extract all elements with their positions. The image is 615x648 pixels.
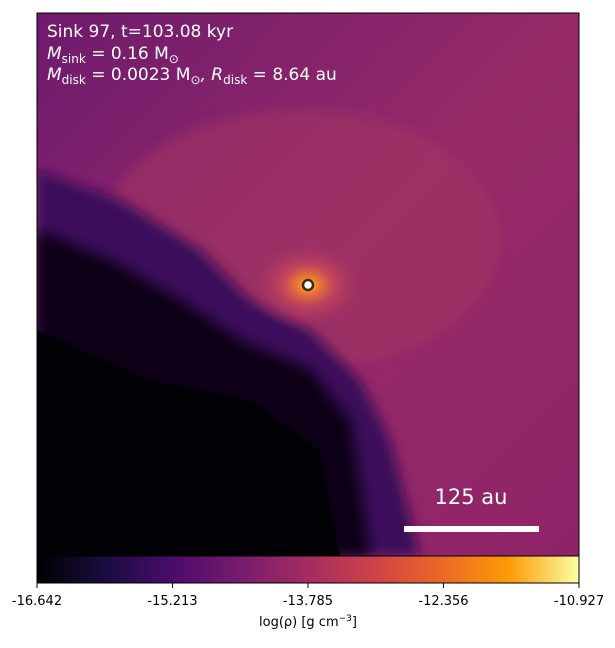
annotation: = 8.64 au xyxy=(247,65,337,85)
annotation: Sink 97, t=103.08 kyr xyxy=(47,22,233,42)
colorbar-label: log(ρ) [g cm−3] xyxy=(259,614,357,630)
annotation: = 0.0023 M xyxy=(86,65,191,85)
annotation: Msink = 0.16 M⊙ xyxy=(47,44,179,66)
annotation: M xyxy=(47,44,62,64)
annotation: disk xyxy=(223,73,247,87)
annotation: sink xyxy=(62,52,86,66)
annotation: ⊙ xyxy=(169,52,179,66)
colorbar-tick-label: -16.642 xyxy=(12,594,62,609)
colorbar-tick-label: -15.213 xyxy=(147,594,197,609)
density-image xyxy=(37,13,579,556)
colorbar-tick-label: -13.785 xyxy=(283,594,333,609)
colorbar-label: −3 xyxy=(339,614,352,624)
colorbar-label: ] xyxy=(352,615,357,630)
sink-marker xyxy=(301,278,315,292)
annotation: Mdisk = 0.0023 M⊙, Rdisk = 8.64 au xyxy=(47,65,337,87)
annotation: M xyxy=(47,65,62,85)
annotation: disk xyxy=(62,73,86,87)
annotation: ⊙ xyxy=(190,73,200,87)
annotation: = 0.16 M xyxy=(86,44,169,64)
scale-bar-label: 125 au xyxy=(435,485,508,509)
colorbar-tick-label: -12.356 xyxy=(418,594,468,609)
colorbar xyxy=(36,555,580,584)
annotation: , R xyxy=(201,65,224,85)
colorbar-tick-label: -10.927 xyxy=(554,594,604,609)
colorbar-label: log(ρ) [g cm xyxy=(259,615,339,630)
